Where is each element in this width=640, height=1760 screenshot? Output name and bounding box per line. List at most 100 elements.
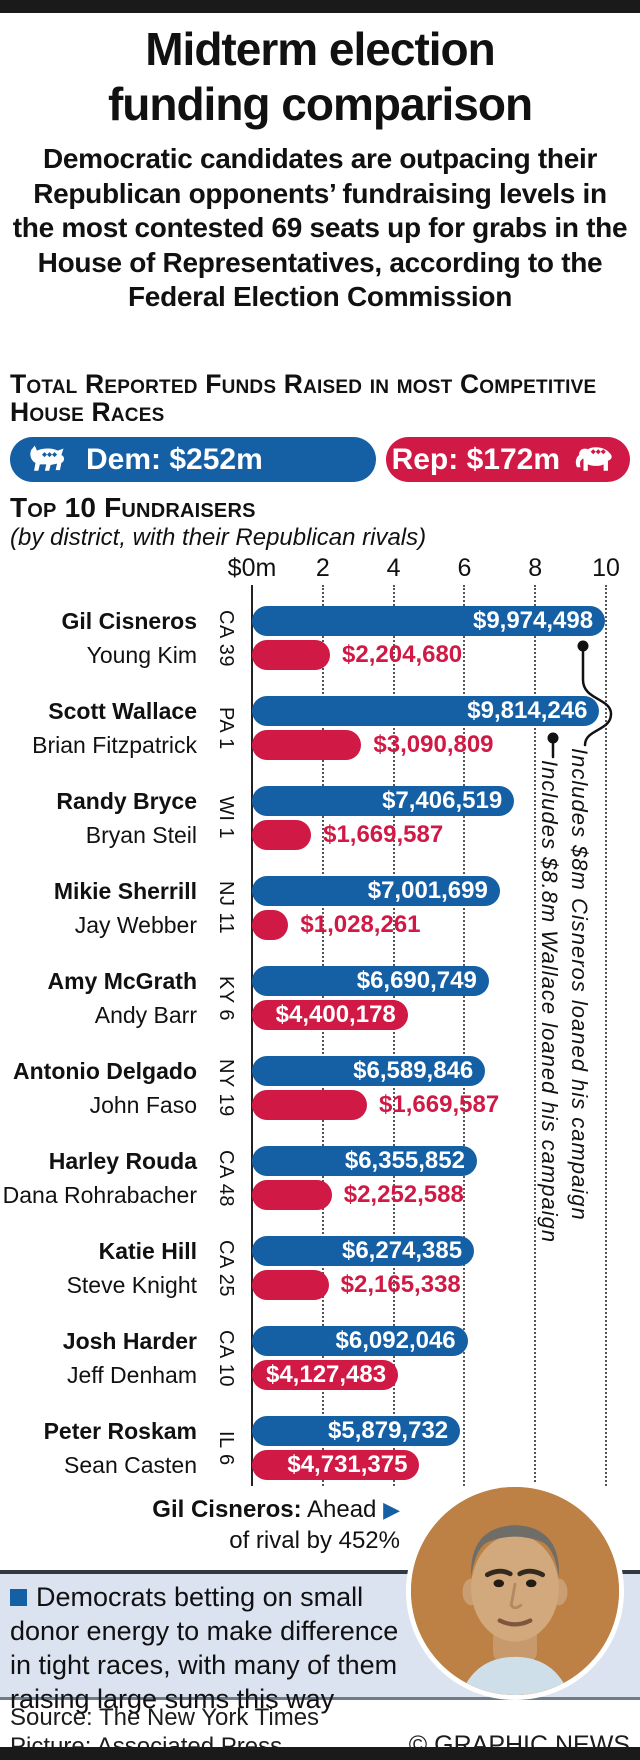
title-line-1: Midterm election (145, 23, 496, 75)
cisneros-callout-note: Gil Cisneros: Ahead ▶ of rival by 452% (152, 1494, 400, 1556)
rival-name: Young Kim (86, 642, 197, 668)
axis-tick-label: 4 (386, 554, 401, 582)
bar-dem: $6,589,846 (252, 1056, 486, 1086)
bar-dem: $9,974,498 (252, 606, 606, 636)
axis-zero-line (251, 585, 253, 1486)
note-line-2: of rival by 452% (229, 1527, 400, 1554)
bar-dem: $6,092,046 (252, 1326, 468, 1356)
bar-value: $4,127,483 (265, 1361, 387, 1388)
candidate-name: Katie Hill (98, 1238, 197, 1264)
bar-value: $6,690,749 (356, 967, 477, 994)
candidate-name: Amy McGrath (47, 968, 197, 994)
source-line: Source: The New York Times (10, 1704, 320, 1731)
summary-text: Democrats betting on small donor energy … (10, 1580, 402, 1716)
totals-heading: Total Reported Funds Raised in most Comp… (10, 369, 597, 427)
bar-dem: $7,001,699 (252, 876, 500, 906)
bar-rep: $4,731,375 (252, 1450, 420, 1480)
bar-dem: $9,814,246 (252, 696, 600, 726)
square-bullet-icon (10, 1589, 27, 1606)
rival-name: Dana Rohrabacher (2, 1182, 197, 1208)
candidate-name: Scott Wallace (48, 698, 197, 724)
rival-name: Jay Webber (74, 912, 197, 938)
candidate-name: Mikie Sherrill (53, 878, 197, 904)
district-label: KY 6 (215, 975, 237, 1021)
candidate-name: Randy Bryce (56, 788, 197, 814)
bar-value: $7,001,699 (367, 877, 488, 904)
bar-rep (252, 910, 289, 940)
rival-name: Sean Casten (64, 1452, 197, 1478)
rival-name: Andy Barr (94, 1002, 197, 1028)
bar-value: $4,400,178 (275, 1001, 396, 1028)
gil-cisneros-photo (406, 1482, 624, 1700)
district-label: CA 25 (215, 1239, 237, 1297)
district-label: CA 39 (215, 609, 237, 667)
candidate-name: Harley Rouda (48, 1148, 197, 1174)
gridline (392, 585, 395, 1486)
district-label: CA 10 (215, 1329, 237, 1387)
axis-tick-label: 2 (315, 554, 330, 582)
candidate-name: Peter Roskam (43, 1418, 197, 1444)
rep-total-label: Rep: $172m (391, 442, 560, 476)
bar-value: $6,274,385 (341, 1237, 463, 1264)
rival-name: Jeff Denham (67, 1362, 197, 1388)
district-label: NY 19 (215, 1059, 237, 1117)
bar-rep (252, 1270, 329, 1300)
top-black-bar (0, 0, 640, 13)
bar-value: $7,406,519 (382, 787, 503, 814)
bar-value: $1,028,261 (300, 911, 421, 938)
gridline (463, 585, 466, 1486)
district-label: NJ 11 (215, 881, 237, 935)
bar-rep: $4,400,178 (252, 1000, 408, 1030)
bar-dem: $6,274,385 (252, 1236, 475, 1266)
bar-rep (252, 1090, 368, 1120)
title-line-2: funding comparison (107, 78, 533, 130)
bar-value: $2,204,680 (342, 641, 463, 668)
gridline (534, 585, 537, 1486)
dem-total-pill: Dem: $252m (10, 437, 376, 482)
bar-value: $5,879,732 (328, 1417, 449, 1444)
bar-rep (252, 1180, 332, 1210)
summary-text-content: Democrats betting on small donor energy … (10, 1582, 399, 1714)
chart-subtitle: (by district, with their Republican riva… (10, 524, 427, 551)
bar-value: $9,974,498 (472, 607, 594, 634)
bar-value: $2,165,338 (340, 1271, 461, 1298)
gridline (605, 585, 607, 1486)
rival-name: Brian Fitzpatrick (32, 732, 197, 758)
bar-value: $4,731,375 (287, 1451, 408, 1478)
axis-tick-label: 6 (457, 554, 472, 582)
note-rest: Ahead (301, 1496, 377, 1523)
district-label: WI 1 (215, 796, 237, 840)
gridline (321, 585, 324, 1486)
bar-value: $3,090,809 (373, 731, 494, 758)
bar-value: $9,814,246 (467, 697, 588, 724)
annotation-wallace-loan: Includes $8.8m Wallace loaned his campai… (537, 760, 562, 1244)
bottom-black-bar (0, 1747, 640, 1760)
chart-title: Top 10 Fundraisers (10, 492, 256, 523)
bar-dem: $6,355,852 (252, 1146, 477, 1176)
bar-rep (252, 730, 362, 760)
bar-value: $1,669,587 (379, 1091, 500, 1118)
district-label: IL 6 (215, 1430, 237, 1466)
district-label: CA 48 (215, 1149, 237, 1207)
bar-value: $2,252,588 (343, 1181, 464, 1208)
page-title: Midterm election funding comparison (0, 22, 640, 132)
elephant-icon (572, 443, 618, 477)
candidate-name: Gil Cisneros (61, 608, 197, 634)
bar-rep (252, 820, 312, 850)
bar-value: $6,355,852 (344, 1147, 465, 1174)
bar-value: $1,669,587 (323, 821, 444, 848)
bar-dem: $6,690,749 (252, 966, 489, 996)
axis-tick-label: $0m (227, 554, 277, 582)
candidate-name: Antonio Delgado (13, 1058, 197, 1084)
rep-total-pill: Rep: $172m (386, 437, 630, 482)
district-label: PA 1 (215, 706, 237, 750)
axis-tick-label: 8 (528, 554, 543, 582)
candidate-name: Josh Harder (62, 1328, 197, 1354)
bar-value: $6,589,846 (353, 1057, 474, 1084)
annotation-cisneros-loan: Includes $8m Cisneros loaned his campaig… (567, 748, 592, 1221)
bar-dem: $5,879,732 (252, 1416, 461, 1446)
rival-name: Steve Knight (66, 1272, 197, 1298)
axis-tick-label: 10 (592, 554, 620, 582)
bar-value: $6,092,046 (335, 1327, 456, 1354)
